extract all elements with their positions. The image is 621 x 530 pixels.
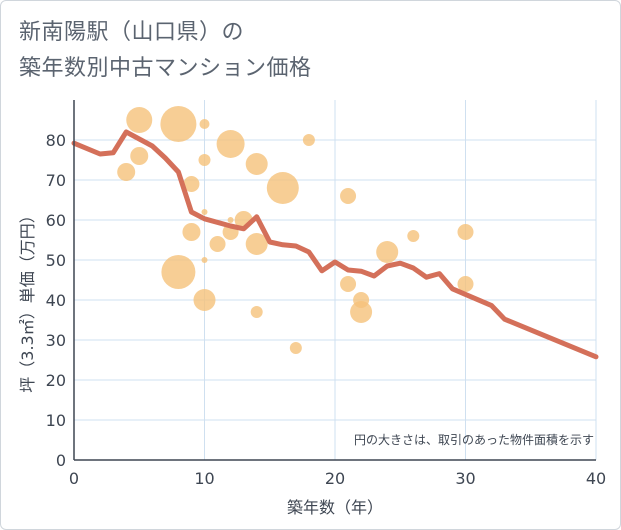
bubble-point — [302, 134, 315, 146]
trend-line — [71, 129, 599, 360]
bubble-point — [209, 236, 226, 252]
bubble-point — [289, 342, 302, 354]
x-axis-title: 築年数（年） — [287, 498, 383, 517]
bubble-point — [182, 223, 201, 241]
x-tick-label: 20 — [325, 469, 345, 488]
y-tick-label: 80 — [46, 131, 66, 150]
axes: 0 10 20 30 40 0 10 20 30 40 50 60 70 80 — [46, 100, 606, 488]
x-tick-label: 10 — [194, 469, 214, 488]
bubble-point — [216, 130, 245, 158]
bubble-point — [199, 119, 210, 129]
chart-title: 新南陽駅（山口県）の 築年数別中古マンション価格 — [19, 15, 312, 87]
bubble-point — [457, 276, 474, 292]
y-tick-label: 50 — [46, 251, 66, 270]
bubble-point — [245, 233, 268, 255]
y-tick-label: 30 — [46, 331, 66, 350]
bubble-point — [227, 217, 234, 223]
x-tick-label: 40 — [586, 469, 606, 488]
y-tick-label: 20 — [46, 371, 66, 390]
bubble-point — [183, 176, 200, 192]
y-tick-label: 70 — [46, 171, 66, 190]
x-tick-label: 30 — [455, 469, 475, 488]
bubble-point — [340, 188, 357, 204]
bubble-point — [250, 306, 263, 318]
bubble-point — [161, 255, 196, 289]
chart-title-line-2: 築年数別中古マンション価格 — [19, 56, 312, 81]
bubble-point — [117, 163, 136, 181]
trend-line-path — [71, 129, 599, 360]
y-tick-label: 40 — [46, 291, 66, 310]
bubble-point — [245, 153, 268, 175]
y-axis-title: 坪（3.3㎡）単価（万円） — [18, 207, 37, 392]
bubble-point — [193, 289, 216, 311]
bubble-point — [376, 241, 399, 263]
chart-title-line-1: 新南陽駅（山口県）の — [19, 20, 245, 45]
bubble-size-note: 円の大きさは、取引のあった物件面積を示す — [354, 432, 594, 447]
bubble-point — [457, 224, 474, 240]
bubble-point — [201, 209, 208, 215]
x-tick-label: 0 — [69, 469, 79, 488]
bubble-point — [266, 172, 299, 204]
gridlines — [74, 100, 597, 460]
y-tick-label: 60 — [46, 211, 66, 230]
y-tick-label: 0 — [56, 451, 66, 470]
bubble-point — [130, 147, 149, 165]
bubble-point — [350, 301, 373, 323]
y-tick-label: 10 — [46, 411, 66, 430]
bubble-point — [160, 106, 197, 142]
bubble-point — [126, 107, 153, 133]
bubble-point — [340, 276, 357, 292]
bubble-point — [198, 154, 211, 166]
bubbles — [117, 106, 474, 354]
bubble-point — [407, 230, 420, 242]
bubble-point — [201, 257, 208, 263]
